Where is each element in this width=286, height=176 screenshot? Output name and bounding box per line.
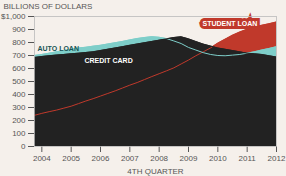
svg-text:2010: 2010: [209, 154, 227, 163]
svg-text:900: 900: [12, 25, 26, 34]
svg-text:100: 100: [12, 129, 26, 138]
svg-text:BILLIONS OF DOLLARS: BILLIONS OF DOLLARS: [4, 2, 93, 11]
svg-text:2008: 2008: [150, 154, 168, 163]
svg-text:300: 300: [12, 103, 26, 112]
svg-text:AUTO LOAN: AUTO LOAN: [38, 45, 79, 52]
svg-text:2006: 2006: [92, 154, 110, 163]
svg-text:500: 500: [12, 77, 26, 86]
svg-text:800: 800: [12, 38, 26, 47]
svg-text:600: 600: [12, 64, 26, 73]
svg-text:0: 0: [21, 142, 26, 151]
svg-text:4TH QUARTER: 4TH QUARTER: [127, 167, 184, 176]
svg-text:STUDENT LOAN: STUDENT LOAN: [203, 20, 258, 27]
svg-text:2011: 2011: [239, 154, 257, 163]
svg-text:CREDIT CARD: CREDIT CARD: [85, 57, 133, 64]
svg-text:2007: 2007: [121, 154, 139, 163]
svg-text:2005: 2005: [62, 154, 80, 163]
svg-text:2009: 2009: [180, 154, 198, 163]
svg-text:2012: 2012: [268, 154, 286, 163]
svg-text:2004: 2004: [33, 154, 51, 163]
svg-text:400: 400: [12, 90, 26, 99]
svg-text:$1,000: $1,000: [1, 12, 26, 21]
svg-text:200: 200: [12, 116, 26, 125]
svg-text:700: 700: [12, 51, 26, 60]
